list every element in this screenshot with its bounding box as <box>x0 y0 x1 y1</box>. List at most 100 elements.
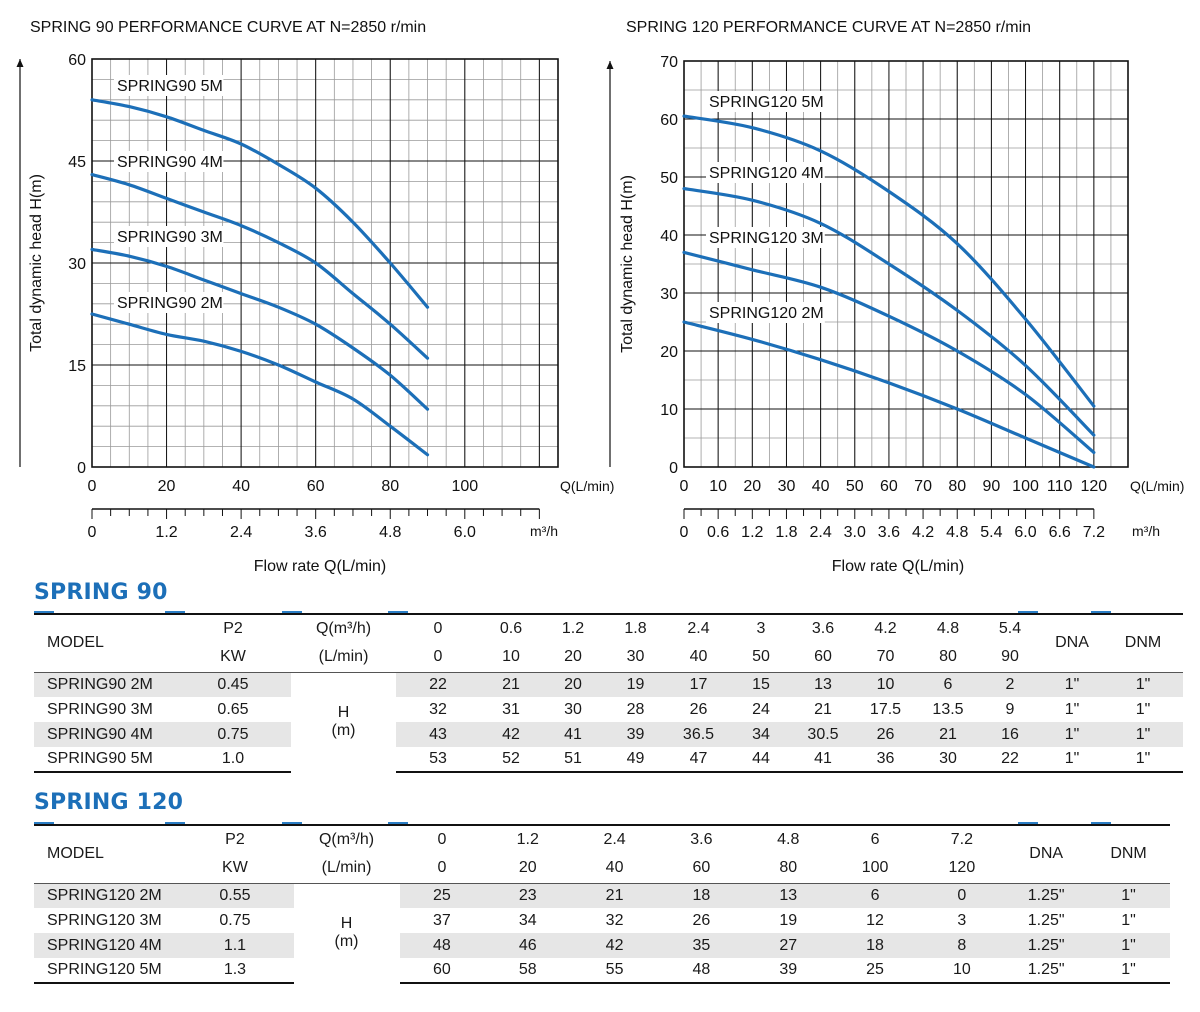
x2-tick-label: 2.4 <box>809 524 831 541</box>
dnm-cell: 1" <box>1103 671 1183 697</box>
head-value-cell: 26 <box>854 722 917 747</box>
head-value-cell: 32 <box>429 700 447 718</box>
head-value-cell: 22 <box>396 671 480 697</box>
performance-curve <box>90 98 430 309</box>
head-value-cell: 32 <box>605 911 624 929</box>
x-tick-label: 40 <box>812 478 830 495</box>
x2-unit-label: m³/h <box>1132 523 1160 539</box>
dnm-cell: 1" <box>1087 958 1170 984</box>
q-m3h-header: Q(m³/h) <box>293 824 400 854</box>
head-value-cell: 13.5 <box>932 700 964 718</box>
head-value-cell: 13 <box>744 882 832 908</box>
model-name-cell: SPRING90 5M <box>34 747 175 773</box>
accent-bar <box>388 822 408 826</box>
x-tick-label: 60 <box>307 478 325 495</box>
head-value-cell: 37 <box>433 911 451 929</box>
y-tick-label: 30 <box>68 256 86 273</box>
accent-bar <box>388 611 408 615</box>
flow-lmin-cell: 100 <box>861 859 889 877</box>
x2-tick-label: 4.2 <box>912 524 934 541</box>
curve-label-bg <box>114 226 224 247</box>
head-value-cell: 10 <box>918 958 1006 984</box>
flow-lmin-cell: 80 <box>939 648 957 666</box>
head-unit: (m) <box>334 933 359 951</box>
x2-tick-label: 1.2 <box>155 524 177 541</box>
head-value-cell: 41 <box>792 747 854 773</box>
x-tick-label: 30 <box>778 478 796 495</box>
head-value-cell: 21 <box>917 722 979 747</box>
q-m3h-header: Q(m³/h) <box>291 613 396 643</box>
chart-title: SPRING 120 PERFORMANCE CURVE AT N=2850 r… <box>626 19 1031 36</box>
head-value-cell: 24 <box>752 700 770 718</box>
performance-curve <box>682 114 1096 408</box>
head-value-cell: 30 <box>917 747 979 773</box>
head-value-cell: 58 <box>484 958 572 984</box>
head-value-cell: 27 <box>744 933 832 958</box>
kw-header: KW <box>222 859 248 877</box>
x-tick-label: 100 <box>451 478 478 495</box>
dnm-cell: 1" <box>1121 911 1136 929</box>
dnm-header: DNM <box>1087 824 1170 883</box>
head-value-cell: 30.5 <box>792 722 854 747</box>
kw-cell: 0.45 <box>175 671 291 697</box>
x-tick-label: 50 <box>846 478 864 495</box>
x-tick-label: 90 <box>982 478 1000 495</box>
table-row: SPRING120 5M 1.3 60 58 55 48 39 25 10 1.25" 1" <box>34 958 1170 984</box>
flow-m3h-cell: 3.6 <box>792 613 854 643</box>
q-lmin-header: (L/min) <box>318 648 369 666</box>
head-value-cell: 10 <box>854 671 917 697</box>
dna-header: DNA <box>1005 824 1088 883</box>
head-value-cell: 23 <box>484 882 572 908</box>
head-value-cell: 47 <box>667 747 730 773</box>
accent-bar <box>165 611 185 615</box>
y-tick-label: 60 <box>660 112 678 129</box>
flow-m3h-cell: 3.6 <box>657 824 745 854</box>
dna-cell: 1" <box>1041 722 1103 747</box>
x2-tick-label: 4.8 <box>379 524 401 541</box>
head-value-cell: 39 <box>744 958 832 984</box>
x2-tick-label: 1.2 <box>741 524 763 541</box>
x2-tick-label: 7.2 <box>1083 524 1105 541</box>
dnm-cell: 1" <box>1087 933 1170 958</box>
p2-header: P2 <box>176 824 294 854</box>
dna-cell: 1.25" <box>1027 911 1065 929</box>
model-name-cell: SPRING90 3M <box>47 700 153 718</box>
y-axis-arrow-head <box>16 59 24 67</box>
x-tick-label: 120 <box>1080 478 1107 495</box>
head-value-cell: 22 <box>979 747 1041 773</box>
head-value-cell: 36 <box>854 747 917 773</box>
model-name-cell: SPRING120 5M <box>34 958 177 984</box>
x2-tick-label: 0 <box>680 524 689 541</box>
dnm-header: DNM <box>1103 613 1183 672</box>
flow-lmin-cell: 20 <box>564 648 582 666</box>
spring120-chart: SPRING 120 PERFORMANCE CURVE AT N=2850 r… <box>606 19 1184 575</box>
flow-m3h-cell: 1.2 <box>484 824 572 854</box>
flow-m3h-cell: 7.2 <box>918 824 1006 854</box>
performance-curve <box>682 250 1096 455</box>
head-value-cell: 55 <box>571 958 658 984</box>
x2-tick-label: 0 <box>88 524 97 541</box>
chart-title: SPRING 90 PERFORMANCE CURVE AT N=2850 r/… <box>30 19 426 36</box>
x2-tick-label: 4.8 <box>946 524 968 541</box>
table-row: SPRING120 2M 0.55 H (m) 25 23 21 18 13 6 0 1.25" 1" <box>34 882 1170 983</box>
curve-label-bg <box>114 292 224 313</box>
accent-bar <box>34 611 54 615</box>
flow-m3h-cell: 2.4 <box>571 824 658 854</box>
head-value-cell: 17.5 <box>869 700 902 718</box>
flow-lmin-cell: 70 <box>876 648 895 666</box>
x-tick-label: 60 <box>880 478 898 495</box>
head-value-cell: 26 <box>692 911 711 929</box>
x2-tick-label: 6.6 <box>1049 524 1071 541</box>
flow-lmin-cell: 80 <box>779 859 798 877</box>
performance-curve <box>90 312 430 457</box>
head-label: H <box>340 915 353 933</box>
dna-cell: 1" <box>1041 747 1103 773</box>
y-tick-label: 10 <box>660 402 678 419</box>
curve-label: SPRING120 3M <box>709 230 824 247</box>
dna-cell: 1.25" <box>1005 933 1088 958</box>
x-tick-label: 10 <box>709 478 727 495</box>
head-value-cell: 49 <box>604 747 667 773</box>
dna-cell: 1.25" <box>1005 958 1088 984</box>
x2-tick-label: 3.6 <box>305 524 327 541</box>
kw-header: KW <box>220 648 246 666</box>
